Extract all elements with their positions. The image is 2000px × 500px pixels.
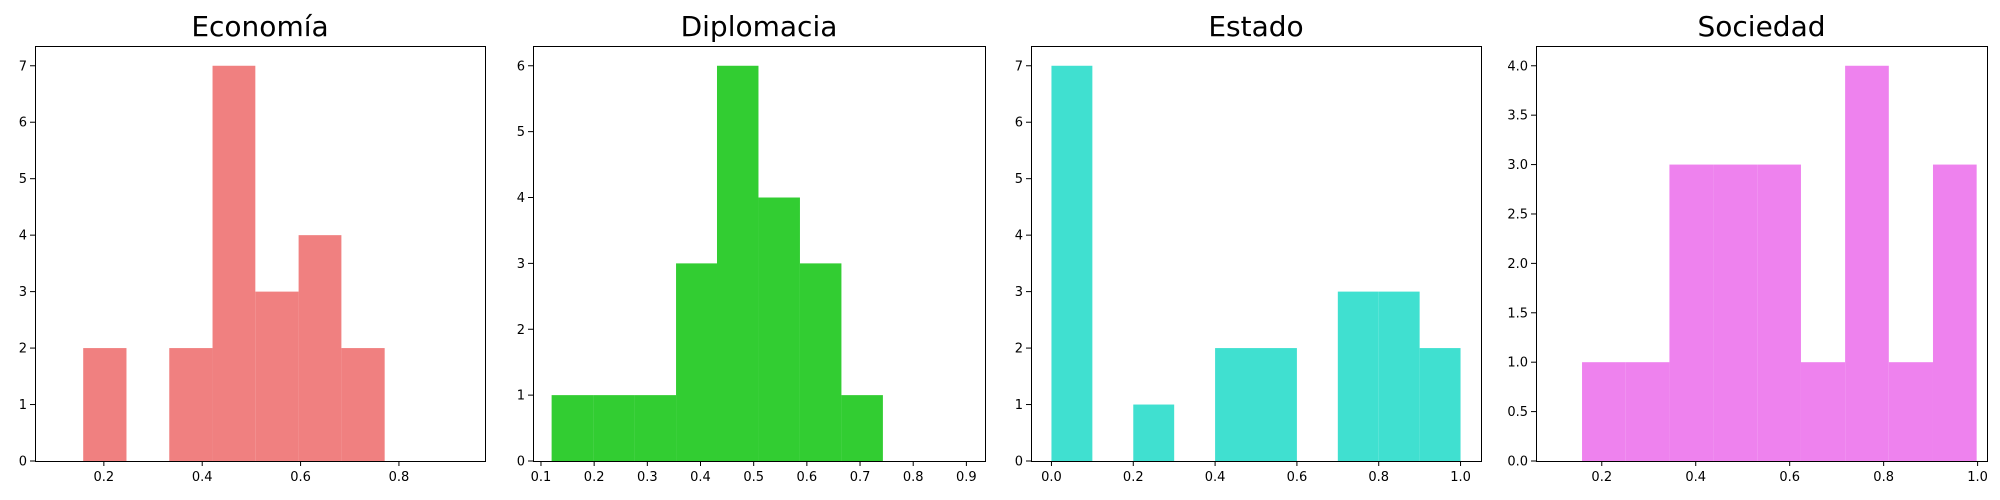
diplomacia-x-tick-label: 0.9: [956, 470, 977, 485]
sociedad-chart-title: Sociedad: [1697, 10, 1825, 43]
estado-bar-8: [1378, 291, 1420, 461]
estado-chart-title: Estado: [1208, 10, 1303, 43]
sociedad-x-tick-label: 0.8: [1873, 470, 1894, 485]
diplomacia-chart-title: Diplomacia: [681, 10, 838, 43]
diplomacia-bar-5: [758, 197, 800, 461]
sociedad-y-tick-label: 2.0: [1507, 257, 1528, 272]
diplomacia-x-tick-label: 0.1: [531, 470, 552, 485]
sociedad-x-tick-label: 0.6: [1779, 470, 1800, 485]
economia-y-tick-label: 5: [19, 172, 27, 187]
estado-y-tick-label: 2: [1015, 342, 1023, 357]
sociedad-bar-5: [1800, 362, 1846, 461]
sociedad-bar-1: [1625, 362, 1670, 461]
sociedad-y-tick-label: 3.0: [1507, 158, 1528, 173]
sociedad-y-tick-label: 4.0: [1507, 59, 1528, 74]
estado-y-tick-label: 6: [1015, 116, 1023, 131]
estado-x-tick-label: 0.8: [1368, 470, 1389, 485]
estado-x-tick-label: 0.4: [1205, 470, 1226, 485]
diplomacia-x-tick-label: 0.7: [850, 470, 871, 485]
economia-x-tick-label: 0.8: [389, 470, 410, 485]
economia-y-tick-label: 4: [19, 229, 27, 244]
diplomacia-y-tick-label: 6: [517, 59, 525, 74]
economia-x-tick-label: 0.4: [192, 470, 213, 485]
economia-bar-2: [169, 348, 213, 461]
economia-bar-6: [341, 348, 385, 461]
estado-bar-5: [1256, 348, 1297, 461]
diplomacia-bar-6: [799, 263, 842, 461]
diplomacia-x-tick-label: 0.2: [584, 470, 605, 485]
estado-x-tick-label: 0.6: [1287, 470, 1308, 485]
diplomacia-x-tick-label: 0.4: [690, 470, 711, 485]
diplomacia-y-tick-label: 3: [517, 257, 525, 272]
diplomacia-bar-7: [841, 395, 883, 461]
estado-y-tick-label: 1: [1015, 398, 1023, 413]
sociedad-axes-frame: [1536, 46, 1988, 462]
diplomacia-y-tick-label: 4: [517, 191, 525, 206]
estado-histogram: 0.0 0.2 0.4 0.6 0.8 1.0 0 1 2 3 4 5 6 7 Estado: [1015, 10, 1482, 485]
estado-y-tick-label: 3: [1015, 285, 1023, 300]
sociedad-y-tick-label: 3.5: [1507, 109, 1528, 124]
diplomacia-x-tick-label: 0.5: [743, 470, 764, 485]
diplomacia-y-tick-label: 2: [517, 323, 525, 338]
economia-bar-0: [83, 348, 127, 461]
estado-y-tick-label: 4: [1015, 229, 1023, 244]
economia-y-tick-label: 7: [19, 59, 27, 74]
sociedad-bar-6: [1845, 65, 1889, 461]
sociedad-bar-3: [1713, 164, 1758, 462]
economia-bar-3: [212, 65, 256, 461]
economia-x-tick-label: 0.6: [290, 470, 311, 485]
estado-axes-frame: [1031, 46, 1482, 462]
sociedad-y-tick-label: 0.0: [1507, 455, 1528, 470]
diplomacia-bar-2: [634, 395, 677, 461]
estado-bar-7: [1337, 291, 1379, 461]
sociedad-y-tick-label: 0.5: [1507, 405, 1528, 420]
economia-x-tick-label: 0.2: [94, 470, 115, 485]
estado-x-tick-label: 1.0: [1450, 470, 1471, 485]
diplomacia-bar-4: [716, 65, 759, 461]
diplomacia-histogram: 0.1 0.2 0.3 0.4 0.5 0.6 0.7 0.8 0.9 0 1 2 3 4 5 6 Diplom…: [517, 10, 986, 485]
economia-y-tick-label: 1: [19, 398, 27, 413]
estado-y-tick-label: 0: [1015, 455, 1023, 470]
economia-y-tick-label: 2: [19, 342, 27, 357]
diplomacia-bar-1: [593, 395, 635, 461]
estado-bar-4: [1215, 348, 1256, 461]
sociedad-bar-8: [1932, 164, 1977, 462]
diplomacia-y-tick-label: 5: [517, 125, 525, 140]
sociedad-bar-2: [1669, 164, 1714, 462]
sociedad-x-tick-label: 1.0: [1967, 470, 1988, 485]
sociedad-bar-4: [1757, 164, 1801, 462]
estado-y-tick-label: 5: [1015, 172, 1023, 187]
economia-axes-frame: [35, 46, 486, 462]
sociedad-x-tick-label: 0.4: [1685, 470, 1706, 485]
diplomacia-y-tick-label: 1: [517, 389, 525, 404]
economia-bar-4: [255, 291, 299, 461]
estado-x-tick-label: 0.2: [1123, 470, 1144, 485]
sociedad-bar-0: [1582, 362, 1626, 461]
diplomacia-x-tick-label: 0.6: [797, 470, 818, 485]
sociedad-x-tick-label: 0.2: [1591, 470, 1612, 485]
economia-y-tick-label: 6: [19, 116, 27, 131]
economia-bar-5: [298, 235, 342, 461]
estado-y-tick-label: 7: [1015, 59, 1023, 74]
economia-chart-title: Economía: [191, 10, 328, 43]
estado-bar-0: [1051, 65, 1093, 461]
sociedad-y-tick-label: 2.5: [1507, 207, 1528, 222]
estado-x-tick-label: 0.0: [1041, 470, 1062, 485]
diplomacia-axes-frame: [533, 46, 986, 462]
diplomacia-bar-0: [551, 395, 594, 461]
estado-bar-9: [1419, 348, 1461, 461]
economia-y-tick-label: 0: [19, 455, 27, 470]
diplomacia-x-tick-label: 0.8: [903, 470, 924, 485]
sociedad-y-tick-label: 1.0: [1507, 356, 1528, 371]
estado-bar-2: [1133, 404, 1175, 461]
diplomacia-bar-3: [676, 263, 717, 461]
diplomacia-y-tick-label: 0: [517, 455, 525, 470]
sociedad-y-tick-label: 1.5: [1507, 306, 1528, 321]
economia-histogram: 0.2 0.4 0.6 0.8 0 1 2 3 4 5 6 7 Economía: [19, 10, 486, 485]
diplomacia-x-tick-label: 0.3: [637, 470, 658, 485]
sociedad-histogram: 0.2 0.4 0.6 0.8 1.0 0.0 0.5 1.0 1.5 2.0 2.5 3.0 3.5 4…: [1507, 10, 1988, 485]
sociedad-bar-7: [1888, 362, 1933, 461]
economia-y-tick-label: 3: [19, 285, 27, 300]
